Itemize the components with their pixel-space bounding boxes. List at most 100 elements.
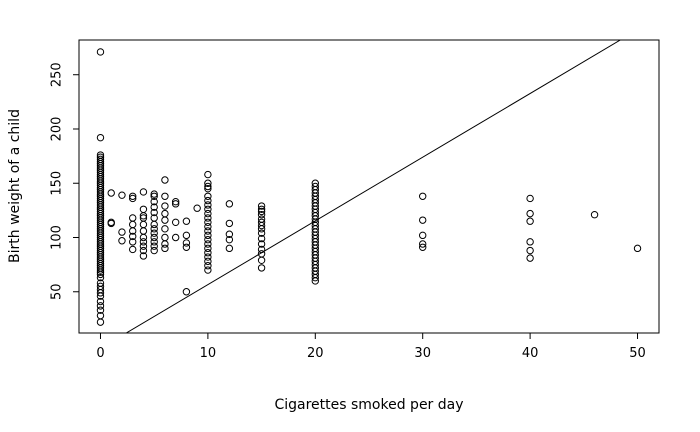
data-point [150, 238, 158, 246]
data-point [161, 209, 169, 218]
data-point [225, 244, 234, 253]
data-point [161, 233, 169, 242]
data-point [182, 239, 191, 247]
y-tick-label: 250 [50, 62, 65, 87]
data-point [171, 218, 180, 227]
data-point [204, 205, 212, 213]
data-point [96, 133, 105, 142]
data-point [150, 192, 158, 200]
data-point [419, 240, 427, 248]
data-point [204, 209, 212, 218]
data-point [139, 188, 148, 196]
data-point [161, 192, 169, 200]
data-point [129, 192, 137, 200]
data-point [257, 207, 266, 216]
data-point [150, 208, 158, 217]
data-point [225, 230, 234, 238]
data-point [96, 318, 105, 326]
data-point [204, 240, 212, 248]
x-tick-label: 20 [307, 346, 324, 361]
data-point [96, 268, 105, 276]
data-point [139, 205, 148, 213]
data-point [129, 214, 137, 222]
data-point [129, 220, 137, 229]
data-point [150, 233, 158, 242]
data-point [204, 249, 212, 257]
y-axis-title: Birth weight of a child [7, 109, 23, 263]
y-tick-label: 200 [50, 117, 65, 142]
data-point [225, 235, 234, 244]
data-point [257, 205, 266, 213]
data-point [257, 240, 266, 248]
data-point [526, 246, 534, 255]
data-point [129, 194, 137, 203]
data-point [107, 219, 115, 228]
data-point [204, 266, 212, 274]
data-point [204, 253, 212, 261]
data-point [204, 192, 212, 200]
data-point [193, 204, 201, 212]
data-point [139, 233, 148, 242]
data-point [257, 264, 266, 272]
data-point [526, 238, 534, 246]
data-point [204, 235, 212, 244]
data-point [182, 231, 191, 240]
data-point [150, 197, 158, 206]
data-point [96, 297, 105, 306]
data-point [171, 200, 180, 208]
regression-line [126, 40, 621, 333]
data-point [204, 257, 212, 266]
data-point [96, 266, 105, 274]
data-point [96, 48, 105, 56]
y-tick-label: 150 [50, 171, 65, 196]
data-point [139, 212, 148, 220]
data-point [204, 170, 212, 179]
data-point [590, 211, 599, 219]
data-point [633, 244, 642, 253]
data-point [257, 225, 266, 233]
data-point [204, 227, 212, 235]
data-point [204, 262, 212, 270]
data-point [139, 238, 148, 246]
data-point [150, 229, 158, 237]
data-point [139, 252, 148, 260]
data-point [150, 203, 158, 211]
data-point [419, 192, 427, 200]
data-point [204, 201, 212, 209]
data-point [257, 221, 266, 230]
data-point [204, 184, 212, 193]
x-tick-label: 10 [200, 346, 217, 361]
data-point [204, 244, 212, 253]
data-point [161, 225, 169, 233]
y-tick-label: 50 [50, 283, 65, 300]
data-point [150, 242, 158, 250]
data-point [139, 246, 148, 255]
data-point [257, 229, 266, 237]
data-point [161, 244, 169, 253]
axis-ticks: 0 10 20 30 40 50 50 100 150 200 250 [50, 62, 646, 361]
data-point [107, 189, 115, 197]
data-point [118, 228, 126, 236]
data-point [129, 227, 137, 235]
plot-frame [78, 39, 660, 334]
data-point [204, 218, 212, 227]
data-point [171, 233, 180, 242]
data-point [129, 238, 137, 246]
data-point [139, 242, 148, 250]
data-point [96, 306, 105, 314]
data-point [118, 191, 126, 199]
data-point [419, 231, 427, 240]
y-tick-label: 100 [50, 225, 65, 250]
data-point [204, 196, 212, 205]
data-point [96, 289, 105, 297]
data-point [204, 222, 212, 231]
data-point [150, 246, 158, 255]
data-point [96, 270, 105, 279]
data-point [204, 231, 212, 240]
data-point [150, 190, 158, 198]
data-point [182, 288, 191, 296]
data-point [171, 197, 180, 206]
data-point [161, 216, 169, 224]
data-point [419, 216, 427, 224]
data-point [204, 182, 212, 191]
